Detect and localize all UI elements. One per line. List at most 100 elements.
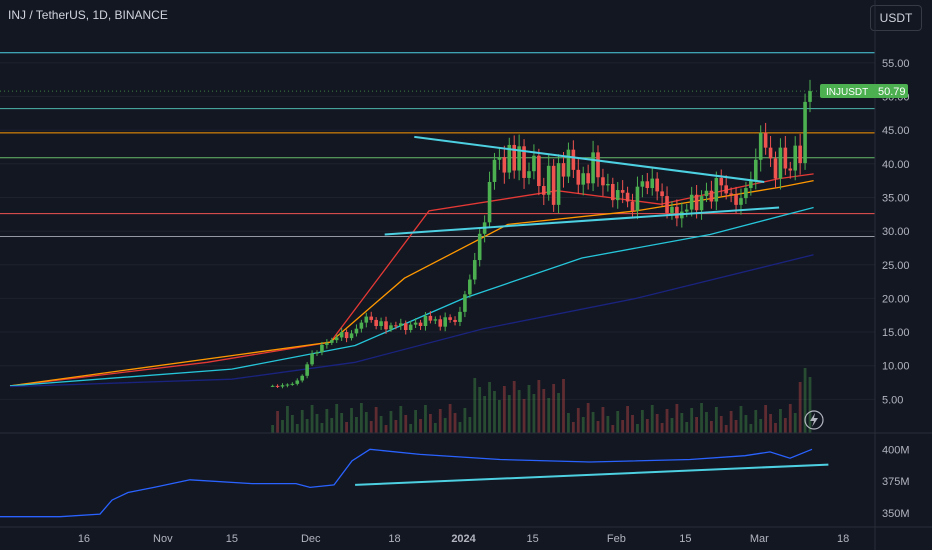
candle-body (285, 384, 290, 386)
volume-bar (290, 415, 294, 433)
volume-bar (552, 384, 556, 433)
candle-body (418, 322, 423, 326)
candle-body (611, 183, 615, 201)
candle-body (379, 321, 383, 326)
volume-bar (369, 421, 373, 433)
candle-body (655, 178, 659, 192)
volume-bar (389, 411, 393, 433)
price-tag: INJUSDT 50.79 (820, 84, 908, 98)
volume-bar (350, 408, 353, 433)
candle-body (724, 185, 728, 194)
candle-body (443, 317, 447, 327)
candle-body (556, 163, 561, 205)
horizontal-levels[interactable] (0, 52, 875, 237)
candle-body (763, 132, 768, 148)
candle-body (670, 206, 674, 213)
volume-bar (719, 416, 723, 433)
volume-bar (808, 377, 812, 433)
volume-bar (665, 409, 669, 433)
candle-body (541, 186, 546, 195)
volume-bar (640, 410, 644, 433)
currency-button[interactable]: USDT (870, 5, 922, 31)
candle-body (581, 173, 586, 185)
candle-body (546, 165, 551, 195)
candle-body (364, 316, 369, 323)
candle-body (645, 181, 650, 189)
volume-bar (448, 404, 452, 433)
candle-body (334, 337, 339, 341)
candle-body (586, 173, 590, 184)
candle-body (689, 194, 694, 210)
candle-body (808, 91, 812, 102)
candle-body (591, 152, 595, 184)
candle-body (719, 177, 724, 186)
volume-bar (527, 385, 531, 433)
volume-bar (281, 420, 284, 433)
trendlines[interactable] (384, 135, 780, 236)
moving-average-line (9, 173, 814, 387)
candle-body (620, 190, 625, 193)
indicator-trendline (355, 463, 829, 486)
candle-body (714, 177, 719, 202)
candle-body (793, 145, 798, 171)
x-tick-label: 15 (526, 533, 538, 545)
volume-bar (626, 406, 629, 433)
volume-bar (325, 409, 329, 433)
candle-body (684, 209, 689, 212)
lightning-icon[interactable] (804, 410, 824, 430)
volume-bar (517, 390, 521, 433)
volume-bar (675, 404, 679, 433)
moving-average-line (9, 179, 814, 387)
candle-body (423, 315, 428, 326)
x-tick-label: 18 (388, 533, 400, 545)
volume-bar (557, 393, 560, 433)
volume-bar (414, 410, 417, 433)
candle-body (758, 132, 763, 160)
time-axis[interactable]: 16 Nov 15 Dec 18 2024 15 Feb 15 Mar 18 (78, 533, 849, 545)
volume-bar (724, 425, 728, 433)
candle-body (571, 149, 576, 170)
candle-body (477, 233, 482, 261)
volume-bar (606, 416, 610, 433)
candle-body (630, 201, 635, 211)
volume-bar (793, 413, 797, 433)
volume-bar (374, 407, 378, 433)
volume-bar (729, 411, 733, 433)
candle-body (566, 149, 571, 177)
price-tag-symbol: INJUSDT (826, 87, 868, 98)
candle-body (310, 353, 314, 365)
x-tick-label: Feb (607, 533, 626, 545)
x-tick-label: 15 (226, 533, 238, 545)
volume-bar (645, 419, 649, 433)
volume-bar (581, 417, 585, 433)
candle-body (527, 171, 531, 178)
volume-bar (571, 422, 575, 433)
volume-bar (463, 408, 467, 433)
volume-bar (320, 423, 324, 433)
candle-body (325, 342, 329, 345)
candle-body (315, 352, 319, 354)
candle-body (458, 311, 462, 322)
indicator-tick-label: 375M (882, 476, 910, 488)
volume-bar (345, 422, 348, 433)
candle-body (694, 194, 699, 211)
volume-bar (498, 400, 501, 433)
y-tick-label: 55.00 (882, 58, 910, 70)
candle-body (497, 157, 502, 160)
chart-title: INJ / TetherUS, 1D, BINANCE (8, 8, 168, 22)
candle-body (369, 316, 374, 320)
candle-body (453, 319, 457, 322)
volume-bar (705, 412, 708, 433)
volume-bar (394, 420, 398, 433)
candle-body (729, 193, 733, 195)
volume-bar (478, 387, 482, 433)
volume-bar (271, 425, 275, 433)
volume-bar (330, 418, 334, 433)
candle-body (502, 157, 507, 173)
candle-body (438, 319, 443, 327)
volume-bar (631, 415, 634, 433)
volume-bar (458, 422, 462, 433)
volume-bar (562, 379, 565, 433)
